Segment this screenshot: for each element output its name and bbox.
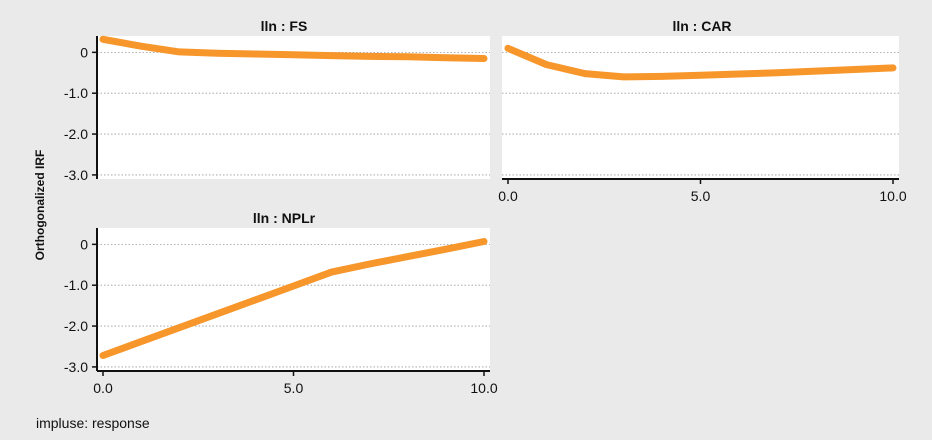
x-tick-label: 10.0 [879,188,906,204]
panel-2: 0 -1.0 -2.0 -3.0 0.0 5.0 10.0 lln : NPLr [64,210,498,396]
irf-line [99,35,488,62]
figure-note: impluse: response [36,415,150,431]
x-tick-label: 5.0 [284,380,304,396]
y-tick-label: -2.0 [64,126,88,142]
x-tick-label: 0.0 [498,188,518,204]
x-tick-label: 0.0 [93,380,113,396]
y-axis-label: Orthogonalized IRF [33,150,47,261]
irf-line [99,238,488,359]
plot-area [502,36,899,179]
panel-0: 0 -1.0 -2.0 -3.0 lln : FS [64,18,490,183]
y-tick-label: -3.0 [64,359,88,375]
panel-1: 0.0 5.0 10.0 lln : CAR [498,18,907,204]
y-tick-label: -1.0 [64,85,88,101]
irf-line [504,44,897,81]
y-tick-label: 0 [80,44,88,60]
panel-title: lln : FS [261,18,308,34]
y-tick-label: -3.0 [64,167,88,183]
y-tick-label: 0 [80,236,88,252]
panel-title: lln : NPLr [253,210,316,226]
x-tick-label: 5.0 [691,188,711,204]
y-tick-label: -1.0 [64,277,88,293]
x-tick-label: 10.0 [470,380,497,396]
panel-title: lln : CAR [672,18,731,34]
y-tick-label: -2.0 [64,318,88,334]
